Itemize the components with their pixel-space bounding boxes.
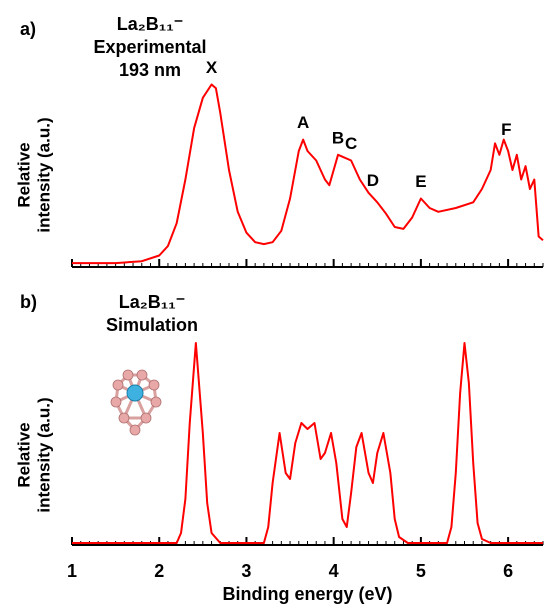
x-tick-label: 4 [329, 561, 339, 581]
peak-label: D [367, 171, 379, 190]
panel-title: Experimental [93, 37, 206, 57]
y-axis-label: intensity (a.u.) [34, 397, 53, 512]
figure: a)La₂B₁₁⁻Experimental193 nmRelativeinten… [0, 0, 545, 606]
x-tick-label: 1 [67, 561, 77, 581]
panel-title: 193 nm [119, 60, 181, 80]
x-tick-label: 2 [154, 561, 164, 581]
peak-label: E [415, 172, 426, 191]
y-axis-label: Relative [14, 422, 33, 487]
peak-label: C [345, 134, 357, 153]
x-tick-label: 6 [503, 561, 513, 581]
panel-label: a) [20, 19, 36, 39]
cluster-icon [111, 370, 161, 435]
y-axis-label: Relative [14, 142, 33, 207]
panel-label: b) [20, 292, 37, 312]
spectrum-line [72, 85, 543, 264]
x-axis-label: Binding energy (eV) [222, 584, 392, 604]
x-tick-label: 3 [241, 561, 251, 581]
y-axis-label: intensity (a.u.) [34, 117, 53, 232]
panel-title: Simulation [106, 315, 198, 335]
peak-label: B [332, 128, 344, 147]
peak-label: F [501, 120, 511, 139]
panel-title: La₂B₁₁⁻ [119, 292, 185, 312]
peak-label: X [206, 58, 218, 77]
peak-label: A [297, 113, 309, 132]
panel-title: La₂B₁₁⁻ [117, 14, 183, 34]
x-tick-label: 5 [416, 561, 426, 581]
